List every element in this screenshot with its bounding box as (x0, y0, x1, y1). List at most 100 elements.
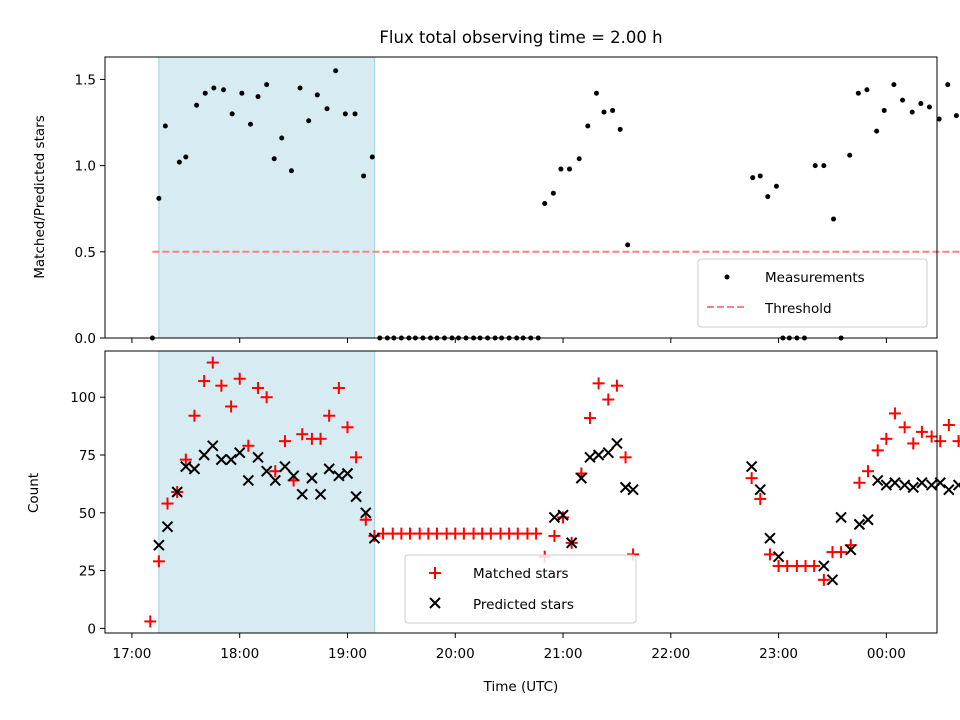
measurement-point (279, 135, 285, 141)
matched-star-point (907, 437, 920, 450)
count-y-axis-label: Count (26, 473, 42, 513)
measurements-legend-label: Measurements (765, 270, 865, 286)
predicted-star-point (323, 463, 335, 475)
matched-star-point (915, 425, 928, 438)
matched-star-point (530, 527, 543, 540)
measurement-point (926, 104, 932, 110)
predicted-star-point (557, 509, 569, 521)
predicted-star-point (360, 507, 372, 519)
predicted-star-point (333, 470, 345, 482)
predicted-star-point (198, 449, 210, 461)
measurement-point (361, 173, 367, 179)
measurement-point (342, 111, 348, 117)
measurement-point (558, 166, 564, 172)
predicted-star-point (314, 488, 327, 501)
ratio-panel: 0.0 0.5 1.0 1.5 Flux total observing time =… (32, 28, 960, 347)
predicted-star-point (772, 551, 785, 563)
measurement-point (773, 183, 779, 189)
matched-star-point (817, 573, 830, 586)
matched-star-point (359, 513, 372, 526)
measurement-point (255, 94, 261, 100)
x-tick-label: 18:00 (220, 646, 259, 662)
matched-stars-series (144, 356, 960, 628)
predicted-star-point (745, 460, 758, 473)
predicted-star-point (306, 472, 318, 484)
matched-star-point (619, 451, 632, 464)
matched-star-point (557, 511, 570, 524)
ratio-x-ticks (131, 338, 887, 343)
matched-star-point (898, 421, 911, 434)
matched-star-point (368, 529, 381, 542)
matched-star-point (925, 430, 938, 443)
predicted-star-point (916, 477, 928, 489)
predicted-star-point (242, 474, 255, 487)
matched-star-point (161, 497, 174, 510)
matched-star-point (942, 418, 955, 431)
measurement-point (821, 163, 827, 169)
measurement-point (864, 87, 870, 93)
predicted-star-point (287, 470, 300, 482)
count-panel: 0 25 50 75 100 17:00 18:00 19:00 20:00 21:00 22:0… (26, 350, 960, 695)
measurement-point (183, 154, 189, 160)
matched-star-point (763, 548, 776, 561)
matched-star-point (296, 428, 309, 441)
measurement-point (156, 195, 162, 201)
matched-star-point (952, 435, 960, 448)
predicted-star-point (153, 539, 165, 551)
matched-star-point (754, 492, 767, 505)
measurement-point (757, 173, 763, 179)
matched-star-point (314, 432, 327, 445)
count-x-ticks: 17:00 18:00 19:00 20:00 21:00 22:00 23:00 00:00… (112, 633, 906, 662)
predicted-star-point (341, 467, 354, 480)
count-y-tick-label: 25 (79, 564, 96, 580)
measurement-point (566, 166, 572, 172)
matched-star-point (610, 379, 623, 392)
predicted-star-point (565, 537, 578, 549)
matched-star-point (179, 453, 192, 466)
x-tick-label: 00:00 (867, 646, 906, 662)
matched-star-point (745, 472, 758, 485)
predicted-star-point (907, 481, 919, 494)
measurement-point (593, 90, 599, 96)
measurement-point (194, 102, 200, 108)
predicted-star-point (161, 520, 174, 533)
measurement-point (900, 97, 906, 103)
measurement-point (324, 106, 330, 112)
measurement-point (542, 201, 548, 207)
count-y-tick-label: 0 (87, 621, 96, 637)
measurements-legend-marker (724, 274, 730, 280)
matched-star-point (602, 393, 615, 406)
matched-star-point (808, 559, 821, 572)
matched-star-point (215, 379, 228, 392)
measurement-point (264, 82, 270, 88)
predicted-stars-series (153, 437, 960, 586)
measurement-point (176, 159, 182, 165)
matched-star-point (835, 546, 848, 559)
predicted-star-point (754, 483, 766, 496)
measurement-point (601, 109, 607, 115)
matched-star-point (862, 465, 875, 478)
matched-star-point (278, 435, 291, 448)
predicted-star-point (171, 486, 183, 498)
ratio-legend-box (697, 258, 928, 328)
measurement-point (765, 194, 771, 200)
predicted-star-point (845, 544, 857, 556)
measurement-point (881, 107, 887, 113)
predicted-star-point (252, 451, 264, 464)
measurement-point (352, 111, 358, 117)
matched-star-point (225, 400, 238, 413)
measurement-point (953, 113, 959, 119)
predicted-star-point (925, 479, 938, 491)
measurement-point (625, 242, 631, 248)
matched-star-point (888, 407, 901, 420)
measurements-series (149, 68, 959, 341)
measurement-point (314, 92, 320, 98)
measurement-point (918, 101, 924, 107)
ratio-y-ticks: 0.0 0.5 1.0 1.5 (75, 72, 105, 347)
predicted-star-point (619, 481, 632, 494)
ratio-y-axis-label: Matched/Predicted stars (32, 115, 48, 278)
matched-star-point (269, 465, 282, 478)
matched-star-point (152, 555, 165, 568)
predicted-stars-legend-label: Predicted stars (473, 597, 574, 613)
